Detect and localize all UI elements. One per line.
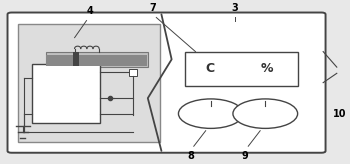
Bar: [73, 52, 79, 66]
Bar: [32, 64, 100, 123]
Circle shape: [233, 99, 298, 128]
FancyBboxPatch shape: [7, 12, 326, 153]
Text: %: %: [261, 62, 274, 75]
Circle shape: [178, 99, 243, 128]
Bar: [46, 52, 148, 67]
Text: 9: 9: [241, 151, 248, 161]
Bar: [185, 52, 298, 86]
Bar: [129, 69, 136, 76]
Bar: [46, 55, 147, 66]
Bar: [19, 24, 160, 142]
Text: C: C: [205, 62, 215, 75]
Text: 7: 7: [149, 3, 156, 13]
Text: 10: 10: [334, 109, 347, 119]
Text: 8: 8: [187, 151, 194, 161]
Text: 3: 3: [231, 3, 238, 13]
Text: 4: 4: [86, 6, 93, 16]
